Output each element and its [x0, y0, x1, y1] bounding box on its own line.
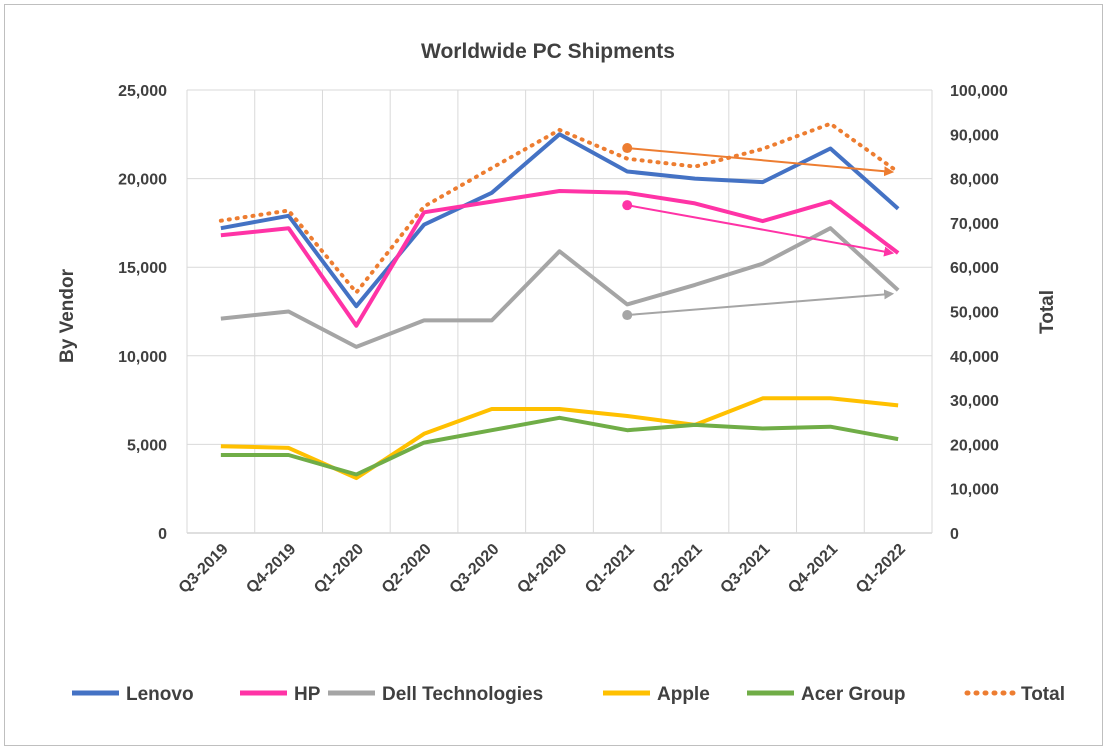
y-axis-right-title: Total [1037, 290, 1058, 334]
x-tick-label: Q3-2021 [717, 541, 773, 597]
y2-tick-label: 40,000 [950, 349, 999, 366]
series-hp-line [220, 189, 900, 328]
x-tick-label: Q1-2022 [853, 541, 909, 597]
x-tick-label: Q1-2020 [311, 541, 367, 597]
legend-item-total: Total [964, 684, 1065, 705]
y2-tick-label: 90,000 [950, 127, 999, 144]
y-tick-label: 20,000 [118, 172, 167, 189]
y-axis-right-ticks: 0 10,000 20,000 30,000 40,000 50,000 60,000 70,… [950, 83, 1008, 543]
x-tick-label: Q4-2020 [514, 541, 570, 597]
series-lenovo-line [220, 132, 900, 309]
legend-label-apple: Apple [657, 684, 710, 705]
annotation-arrow [627, 289, 895, 317]
legend-label-dell-technologies: Dell Technologies [382, 684, 543, 705]
y-tick-label: 15,000 [118, 260, 167, 277]
legend-label-acer-group: Acer Group [801, 684, 906, 705]
legend-item-lenovo: Lenovo [72, 684, 194, 705]
y-axis-left-ticks: 0 5,000 10,000 15,000 20,000 25,000 [118, 83, 167, 543]
y2-tick-label: 60,000 [950, 260, 999, 277]
legend: Lenovo HP Dell Technologies Apple Acer Group… [72, 684, 1065, 705]
y-tick-label: 5,000 [127, 437, 167, 454]
x-tick-label: Q1-2021 [582, 541, 638, 597]
x-tick-label: Q3-2020 [447, 541, 503, 597]
x-tick-label: Q2-2021 [650, 541, 706, 597]
chart-title: Worldwide PC Shipments [421, 40, 675, 63]
y2-tick-label: 80,000 [950, 172, 999, 189]
legend-item-dell-technologies: Dell Technologies [328, 684, 543, 705]
series-acer-group-line [220, 415, 899, 477]
y2-tick-label: 0 [950, 526, 959, 543]
x-tick-label: Q3-2019 [176, 541, 232, 597]
y-axis-left-title: By Vendor [57, 268, 78, 363]
gridlines [186, 89, 933, 534]
y2-tick-label: 10,000 [950, 482, 999, 499]
annotation-arrow [627, 147, 895, 177]
series-dell-technologies-line [220, 226, 900, 349]
x-tick-label: Q2-2020 [379, 541, 435, 597]
y2-tick-label: 30,000 [950, 393, 999, 410]
y-tick-label: 0 [158, 526, 167, 543]
y2-tick-label: 20,000 [950, 437, 999, 454]
legend-label-hp: HP [294, 684, 321, 705]
legend-item-hp: HP [240, 684, 321, 705]
series-layer [218, 121, 901, 481]
x-tick-label: Q4-2021 [785, 541, 841, 597]
legend-item-apple: Apple [603, 684, 710, 705]
legend-item-acer-group: Acer Group [747, 684, 906, 705]
series-total-line [218, 121, 901, 295]
y-tick-label: 10,000 [118, 349, 167, 366]
y-tick-label: 25,000 [118, 83, 167, 100]
x-axis-ticks: Q3-2019 Q4-2019 Q1-2020 Q2-2020 Q3-2020 Q4-20… [176, 541, 909, 597]
y2-tick-label: 100,000 [950, 83, 1008, 100]
annotation-arrow [627, 204, 895, 257]
legend-label-total: Total [1021, 684, 1065, 705]
y2-tick-label: 50,000 [950, 305, 999, 322]
legend-label-lenovo: Lenovo [126, 684, 194, 705]
annotations [622, 143, 895, 321]
y2-tick-label: 70,000 [950, 216, 999, 233]
x-tick-label: Q4-2019 [243, 541, 299, 597]
